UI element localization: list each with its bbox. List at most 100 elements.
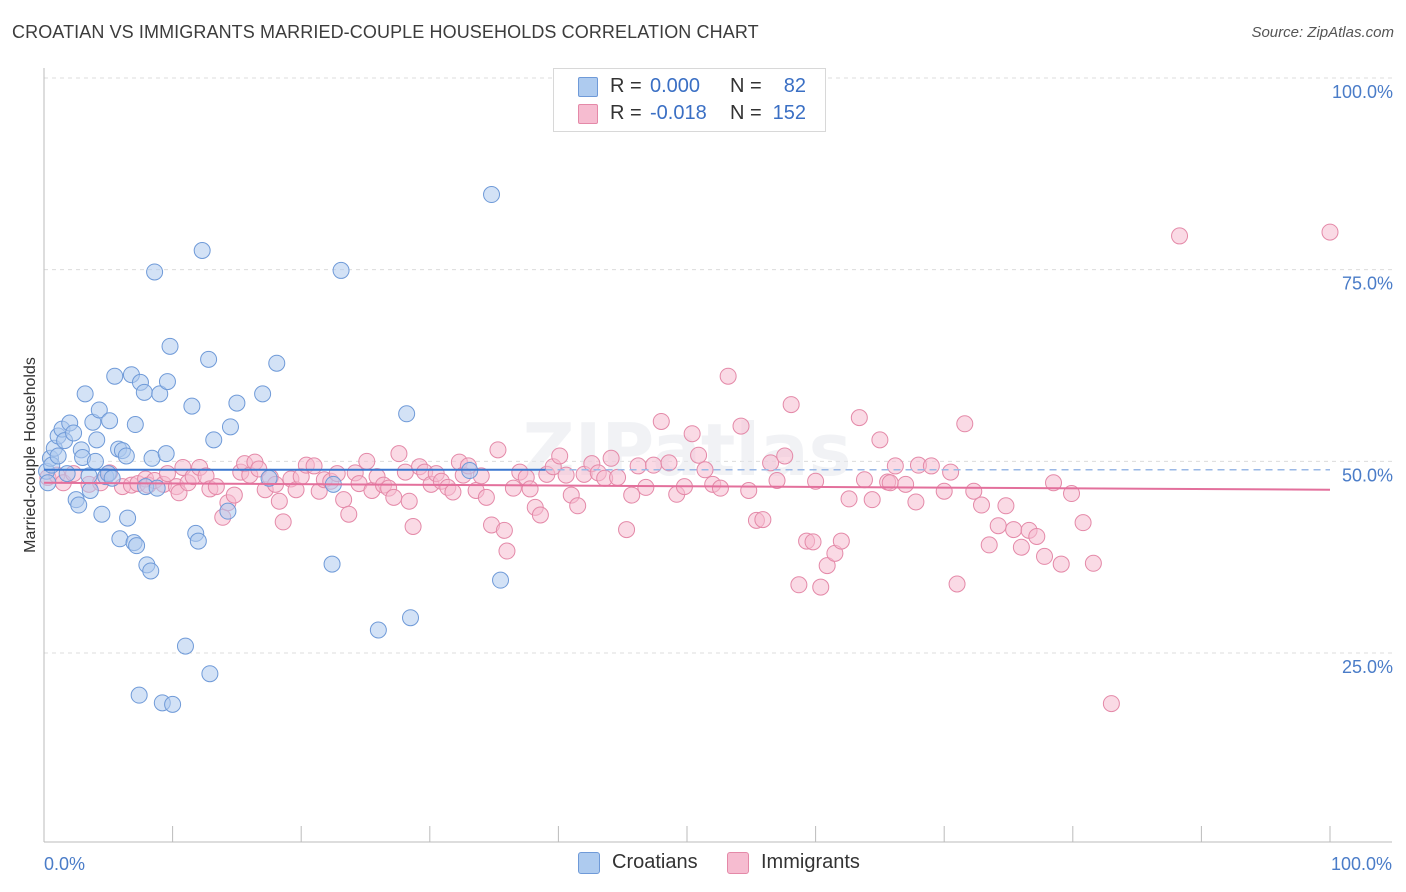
r-label: R =: [610, 102, 642, 124]
immigrant-point: [732, 417, 750, 435]
immigrant-point: [270, 492, 288, 510]
immigrant-point: [340, 505, 358, 523]
immigrant-point: [444, 483, 462, 501]
immigrant-point: [396, 463, 414, 481]
immigrant-point: [935, 482, 953, 500]
croatians-swatch: [578, 76, 598, 97]
immigrant-point: [1084, 554, 1102, 572]
immigrant-point: [1171, 227, 1189, 245]
immigrants-legend-swatch: [727, 851, 749, 874]
croatian-point: [228, 394, 246, 412]
immigrant-point: [652, 412, 670, 430]
immigrants-legend-label: Immigrants: [761, 851, 860, 873]
croatian-point: [135, 383, 153, 401]
legend-item-croatians[interactable]: Croatians: [578, 851, 698, 874]
immigrant-point: [618, 521, 636, 539]
croatian-point: [90, 401, 108, 419]
croatian-point: [58, 465, 76, 483]
immigrant-point: [812, 578, 830, 596]
immigrant-point: [719, 367, 737, 385]
immigrant-point: [637, 478, 655, 496]
immigrant-point: [1028, 527, 1046, 545]
croatian-point: [119, 509, 137, 527]
immigrant-point: [683, 425, 701, 443]
croatian-point: [369, 621, 387, 639]
immigrant-point: [690, 446, 708, 464]
immigrant-point: [840, 490, 858, 508]
croatian-point: [49, 447, 67, 465]
immigrant-point: [1074, 514, 1092, 532]
y-axis-label: Married-couple Households: [22, 357, 39, 553]
immigrants-trend-line: [43, 481, 1331, 491]
croatians-points: [38, 186, 510, 713]
immigrant-point: [1052, 555, 1070, 573]
immigrant-point: [863, 491, 881, 509]
y-tick-label: 25.0%: [1342, 657, 1393, 677]
legend-row-croatians: R = 0.000 N = 82: [554, 73, 806, 100]
immigrant-point: [557, 466, 575, 484]
immigrant-point: [400, 492, 418, 510]
r-value: -0.018: [650, 102, 707, 124]
immigrant-point: [850, 409, 868, 427]
chart-title: CROATIAN VS IMMIGRANTS MARRIED-COUPLE HO…: [12, 22, 759, 42]
immigrant-point: [1036, 547, 1054, 565]
immigrant-point: [1063, 485, 1081, 503]
immigrant-point: [818, 557, 836, 575]
croatian-point: [219, 502, 237, 520]
immigrant-point: [358, 452, 376, 470]
immigrant-point: [881, 474, 899, 492]
croatian-point: [65, 424, 83, 442]
croatian-point: [126, 416, 144, 434]
r-label: R =: [610, 75, 642, 97]
immigrant-point: [907, 493, 925, 511]
croatian-point: [106, 367, 124, 385]
immigrant-point: [335, 491, 353, 509]
immigrant-point: [897, 475, 915, 493]
croatian-point: [93, 505, 111, 523]
gridlines: [44, 77, 1392, 654]
croatian-point: [81, 481, 99, 499]
immigrant-point: [948, 575, 966, 593]
croatian-point: [189, 532, 207, 550]
immigrant-point: [569, 497, 587, 515]
n-label: N =: [730, 75, 762, 97]
croatians-legend-label: Croatians: [612, 851, 698, 873]
croatian-point: [130, 686, 148, 704]
croatian-point: [128, 537, 146, 555]
immigrant-point: [1321, 223, 1339, 241]
legend-item-immigrants[interactable]: Immigrants: [727, 851, 860, 874]
croatian-point: [183, 397, 201, 415]
croatian-point: [323, 555, 341, 573]
croatian-point: [143, 449, 161, 467]
immigrant-point: [274, 513, 292, 531]
immigrant-point: [804, 533, 822, 551]
r-value: 0.000: [650, 75, 701, 97]
immigrant-point: [807, 472, 825, 490]
immigrant-point: [1045, 474, 1063, 492]
y-tick-labels: 25.0% 50.0% 75.0% 100.0%: [1332, 82, 1393, 677]
immigrant-point: [942, 463, 960, 481]
immigrant-point: [225, 486, 243, 504]
croatian-point: [88, 431, 106, 449]
immigrant-point: [782, 396, 800, 414]
immigrant-point: [602, 449, 620, 467]
immigrant-point: [609, 468, 627, 486]
immigrant-point: [629, 457, 647, 475]
immigrant-point: [922, 457, 940, 475]
immigrant-point: [504, 479, 522, 497]
immigrant-point: [489, 441, 507, 459]
immigrant-point: [390, 445, 408, 463]
croatian-point: [101, 412, 119, 430]
croatian-point: [492, 571, 510, 589]
x-tick-min: 0.0%: [44, 854, 85, 874]
croatian-point: [205, 431, 223, 449]
immigrant-point: [972, 496, 990, 514]
croatian-point: [76, 385, 94, 403]
y-tick-label: 75.0%: [1342, 274, 1393, 294]
trend-lines: [43, 468, 1331, 491]
immigrant-point: [980, 536, 998, 554]
x-tick-max: 100.0%: [1331, 854, 1392, 874]
immigrant-point: [997, 497, 1015, 515]
n-label: N =: [730, 102, 762, 124]
croatian-point: [164, 695, 182, 713]
